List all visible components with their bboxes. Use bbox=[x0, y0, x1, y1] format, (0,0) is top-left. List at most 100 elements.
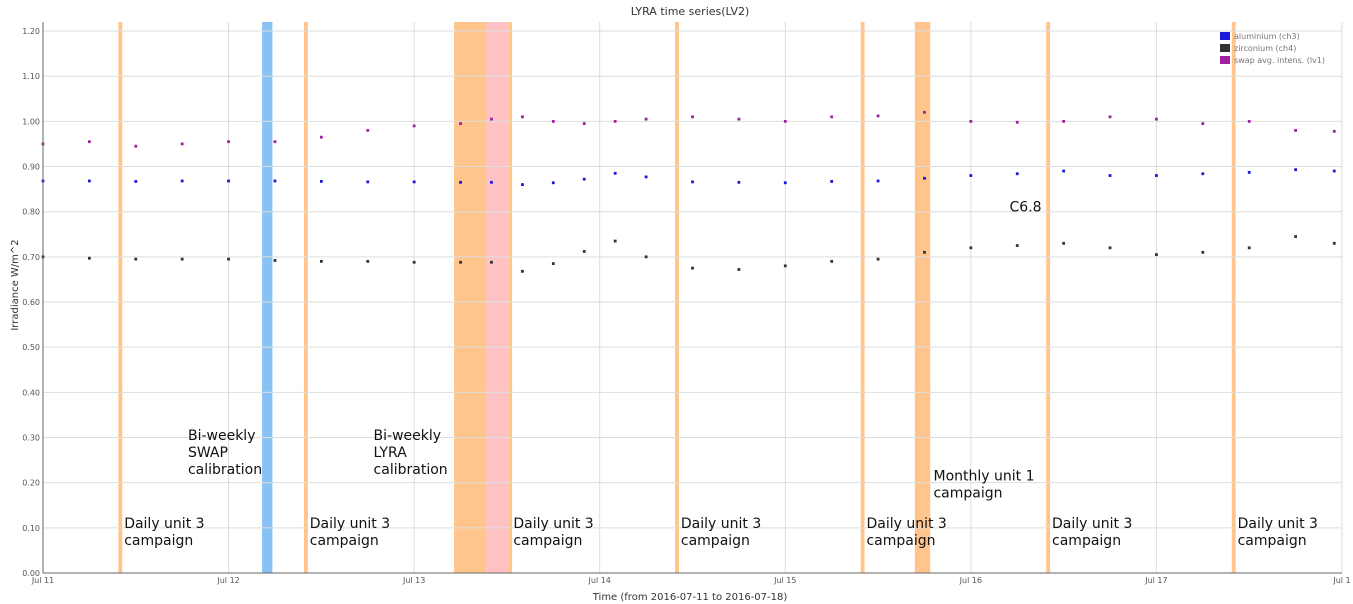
series-2 bbox=[41, 110, 1336, 148]
point-2-12 bbox=[551, 119, 555, 123]
axes: 0.00 0.10 0.20 0.30 0.40 0.50 0.60 0.70 0.80 0.90… bbox=[22, 22, 1351, 585]
x-tick-label-7: Jul 1 bbox=[1332, 576, 1350, 585]
point-0-4 bbox=[227, 179, 230, 183]
point-2-20 bbox=[876, 114, 880, 118]
x-tick-label-1: Jul 12 bbox=[216, 576, 239, 585]
point-0-19 bbox=[830, 180, 834, 183]
band-3 bbox=[454, 22, 487, 573]
x-tick-label-2: Jul 13 bbox=[402, 576, 425, 585]
point-1-19 bbox=[830, 259, 834, 263]
point-2-2 bbox=[134, 144, 138, 148]
point-0-16 bbox=[691, 180, 694, 184]
point-1-15 bbox=[644, 255, 648, 259]
point-2-8 bbox=[412, 124, 416, 128]
point-2-17 bbox=[737, 117, 741, 121]
band-1 bbox=[262, 22, 273, 573]
annotation-7: Monthly unit 1 campaign bbox=[933, 468, 1034, 501]
point-1-4 bbox=[227, 257, 230, 261]
point-2-13 bbox=[582, 122, 586, 126]
band-10 bbox=[1231, 22, 1236, 573]
x-axis-label: Time (from 2016-07-11 to 2016-07-18) bbox=[592, 592, 788, 603]
y-tick-label-6: 0.60 bbox=[22, 298, 40, 307]
point-0-11 bbox=[520, 183, 524, 186]
point-0-27 bbox=[1201, 172, 1205, 176]
y-tick-label-2: 0.20 bbox=[22, 479, 40, 488]
y-tick-label-11: 1.10 bbox=[22, 72, 40, 81]
annotations: Daily unit 3 campaign Bi-weekly SWAP calibra… bbox=[124, 200, 1318, 549]
y-tick-label-4: 0.40 bbox=[22, 388, 40, 397]
point-0-13 bbox=[582, 177, 586, 181]
point-1-17 bbox=[737, 268, 741, 271]
band-7 bbox=[860, 22, 865, 573]
point-1-20 bbox=[876, 257, 880, 261]
y-tick-label-0: 0.00 bbox=[22, 569, 40, 578]
point-2-26 bbox=[1155, 117, 1158, 121]
point-0-3 bbox=[180, 179, 184, 183]
point-2-4 bbox=[227, 140, 230, 144]
point-1-8 bbox=[412, 260, 416, 264]
point-2-16 bbox=[691, 115, 694, 119]
point-0-17 bbox=[737, 180, 741, 184]
point-1-22 bbox=[969, 246, 973, 250]
point-2-3 bbox=[180, 142, 184, 146]
point-1-14 bbox=[613, 239, 617, 243]
point-2-21 bbox=[923, 110, 926, 114]
legend-label-0: aluminium (ch3) bbox=[1234, 32, 1300, 41]
point-0-5 bbox=[273, 179, 277, 183]
annotation-8: Daily unit 3 campaign bbox=[1052, 516, 1132, 549]
legend-swatch-2 bbox=[1220, 56, 1230, 64]
band-4 bbox=[486, 22, 509, 573]
y-tick-label-7: 0.70 bbox=[22, 253, 40, 262]
legend-label-2: swap avg. intens. (lv1) bbox=[1234, 56, 1325, 65]
series-1 bbox=[41, 235, 1336, 273]
point-1-7 bbox=[366, 259, 370, 263]
x-tick-label-3: Jul 14 bbox=[588, 576, 611, 585]
point-0-18 bbox=[783, 181, 787, 185]
point-1-11 bbox=[520, 269, 524, 273]
point-0-1 bbox=[87, 179, 91, 183]
point-0-12 bbox=[551, 181, 555, 185]
y-tick-label-12: 1.20 bbox=[22, 27, 40, 36]
point-0-25 bbox=[1108, 174, 1112, 177]
point-2-5 bbox=[273, 140, 277, 144]
point-0-29 bbox=[1294, 168, 1298, 172]
point-2-15 bbox=[644, 117, 648, 121]
band-9 bbox=[1046, 22, 1051, 573]
annotation-2: Daily unit 3 campaign bbox=[310, 516, 390, 549]
chart-title: LYRA time series(LV2) bbox=[631, 5, 750, 18]
y-tick-label-5: 0.50 bbox=[22, 343, 40, 352]
point-2-22 bbox=[969, 119, 973, 123]
point-2-30 bbox=[1332, 129, 1336, 133]
point-1-9 bbox=[459, 260, 462, 264]
point-1-12 bbox=[551, 262, 555, 266]
point-0-24 bbox=[1062, 169, 1066, 173]
point-0-26 bbox=[1155, 174, 1158, 177]
annotation-9: C6.8 bbox=[1010, 200, 1042, 216]
x-tick-label-0: Jul 11 bbox=[31, 576, 54, 585]
point-1-25 bbox=[1108, 246, 1112, 250]
point-2-23 bbox=[1015, 120, 1019, 124]
annotation-4: Daily unit 3 campaign bbox=[513, 516, 593, 549]
legend-swatch-0 bbox=[1220, 32, 1230, 40]
point-0-9 bbox=[459, 180, 462, 184]
point-0-14 bbox=[613, 171, 617, 175]
gridlines bbox=[42, 22, 1343, 574]
band-5 bbox=[508, 22, 513, 573]
point-2-25 bbox=[1108, 115, 1112, 119]
point-2-11 bbox=[520, 115, 524, 119]
point-0-2 bbox=[134, 180, 138, 183]
point-2-10 bbox=[490, 117, 493, 121]
y-tick-label-8: 0.80 bbox=[22, 208, 40, 217]
point-2-24 bbox=[1062, 119, 1066, 123]
point-0-10 bbox=[490, 180, 493, 184]
legend-swatch-1 bbox=[1220, 44, 1230, 52]
point-2-6 bbox=[319, 135, 323, 139]
point-2-27 bbox=[1201, 122, 1205, 126]
annotation-1: Bi-weekly SWAP calibration bbox=[188, 428, 262, 478]
point-2-28 bbox=[1247, 119, 1251, 123]
y-axis-label: Irradiance W/m^2 bbox=[10, 239, 21, 330]
point-1-5 bbox=[273, 259, 277, 262]
annotation-5: Daily unit 3 campaign bbox=[681, 516, 761, 549]
y-tick-label-1: 0.10 bbox=[22, 524, 40, 533]
